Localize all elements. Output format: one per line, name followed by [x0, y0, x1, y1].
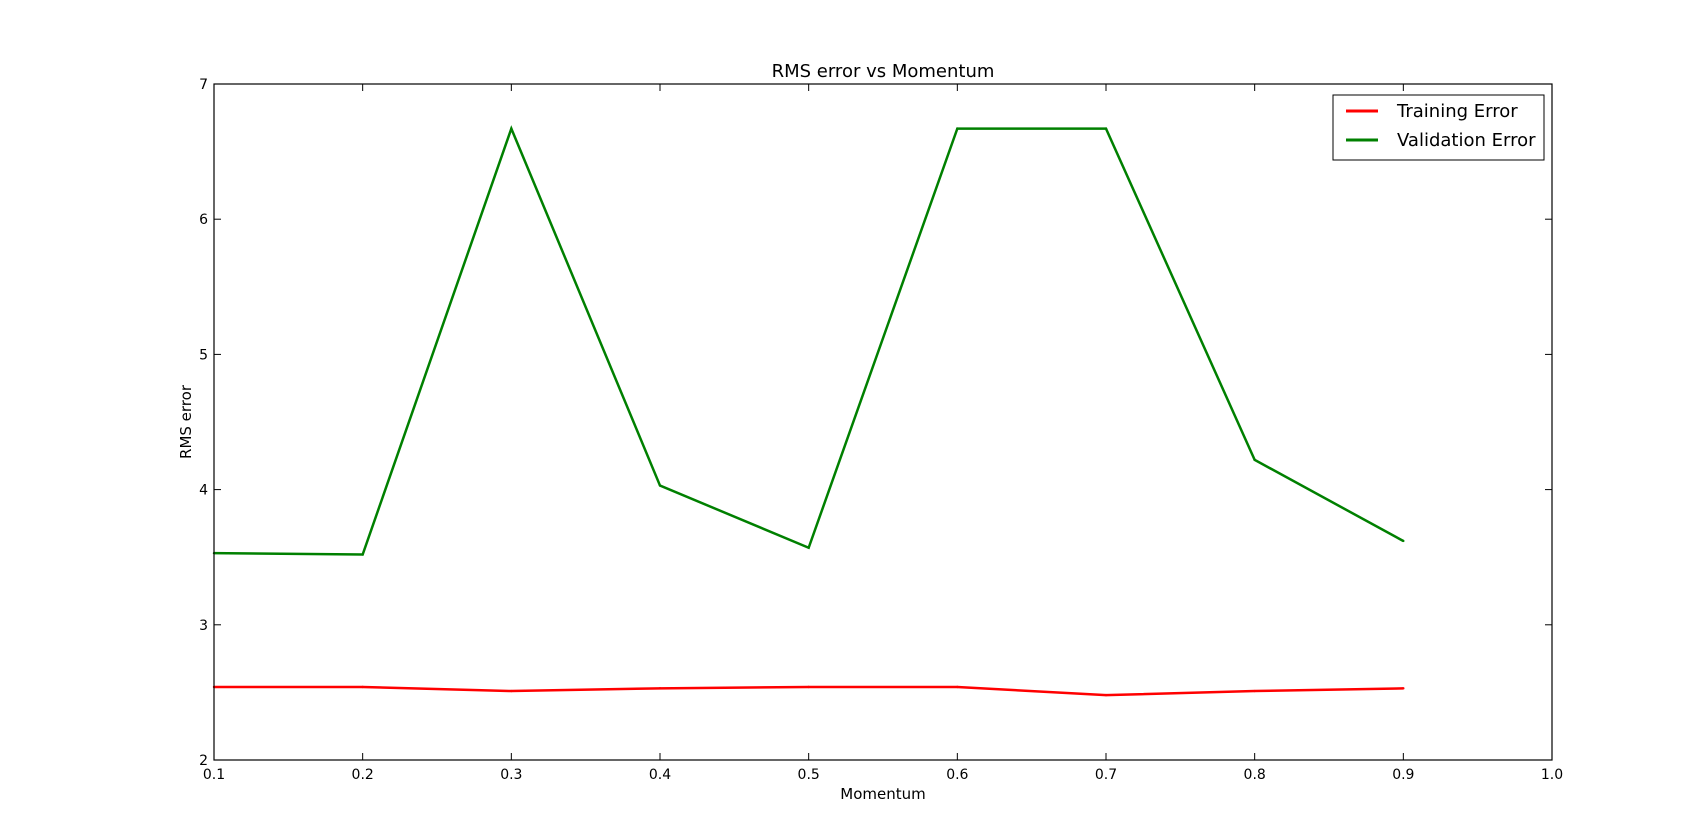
x-tick-label: 0.6	[946, 767, 968, 783]
x-axis-title: Momentum	[840, 785, 925, 803]
data-point-validation-error	[956, 127, 959, 130]
y-axis-title: RMS error	[177, 384, 195, 459]
x-tick-label: 0.1	[203, 767, 225, 783]
x-tick-label: 0.8	[1244, 767, 1266, 783]
data-point-validation-error	[807, 546, 810, 549]
y-axis-ticks: 2 3 4 5 6 7	[199, 77, 1552, 769]
plot-frame	[213, 83, 1553, 761]
y-tick-label: 6	[199, 212, 208, 228]
data-point-training-error	[807, 685, 810, 689]
x-tick-label: 0.7	[1095, 767, 1117, 783]
data-point-validation-error	[1402, 539, 1405, 543]
legend: Training Error Validation Error	[1332, 94, 1545, 161]
data-point-training-error	[956, 685, 959, 689]
data-point-training-error	[1104, 693, 1108, 697]
y-tick-label: 7	[199, 77, 208, 93]
data-point-validation-error	[361, 553, 364, 556]
y-tick-label: 3	[199, 618, 208, 634]
data-point-training-error	[1402, 687, 1405, 690]
data-point-validation-error	[1104, 127, 1108, 130]
x-tick-label: 0.4	[649, 767, 671, 783]
data-point-validation-error	[1253, 458, 1256, 462]
data-point-validation-error	[658, 484, 662, 487]
data-point-training-error	[658, 687, 662, 690]
legend-label-training: Training Error	[1396, 101, 1518, 122]
data-point-training-error	[510, 689, 513, 693]
legend-label-validation: Validation Error	[1397, 130, 1536, 151]
x-tick-label: 1.0	[1541, 767, 1563, 783]
x-tick-label: 0.9	[1392, 767, 1414, 783]
x-tick-label: 0.5	[798, 767, 820, 783]
data-point-validation-error	[510, 127, 513, 130]
y-tick-label: 4	[199, 483, 208, 499]
x-axis-ticks: 0.1 0.2 0.3 0.4 0.5 0.6 0.7 0.8 0.9 1.0	[203, 84, 1563, 783]
y-tick-label: 5	[199, 347, 208, 363]
x-tick-label: 0.2	[352, 767, 374, 783]
series-layer	[212, 125, 1405, 697]
data-point-training-error	[1253, 689, 1256, 693]
plot-area	[214, 84, 1552, 760]
legend-box	[1332, 94, 1545, 161]
data-point-training-error	[361, 685, 364, 689]
x-tick-label: 0.3	[500, 767, 522, 783]
y-tick-label: 2	[199, 753, 208, 769]
chart-title: RMS error vs Momentum	[772, 61, 995, 82]
